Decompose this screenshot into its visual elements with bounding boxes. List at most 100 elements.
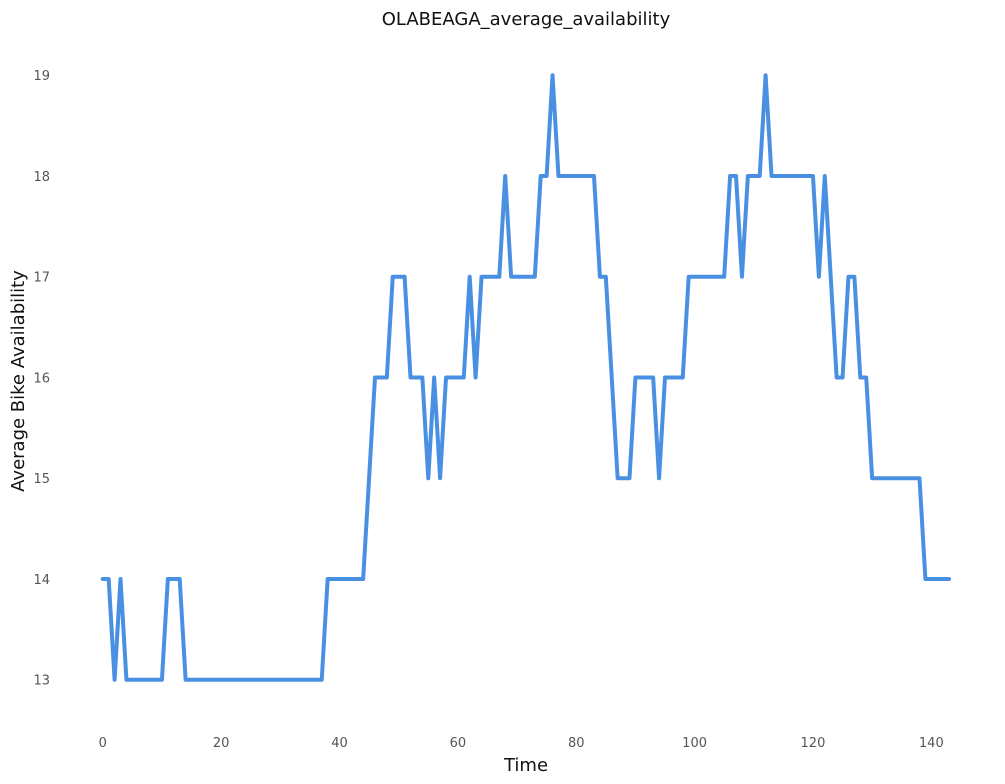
data-point xyxy=(190,679,193,681)
data-point xyxy=(433,376,435,379)
y-tick-label: 16 xyxy=(33,371,50,386)
data-point xyxy=(540,175,542,177)
data-point xyxy=(717,276,719,278)
data-point xyxy=(161,679,163,681)
data-point xyxy=(291,679,293,681)
chart-title: OLABEAGA_average_availability xyxy=(382,9,671,30)
data-point xyxy=(102,578,104,580)
data-point xyxy=(895,477,897,479)
data-point xyxy=(676,376,678,379)
data-point xyxy=(889,477,891,479)
data-point xyxy=(759,175,761,177)
data-point xyxy=(918,477,921,479)
y-tick-label: 17 xyxy=(33,271,50,286)
data-point xyxy=(196,679,199,681)
data-point xyxy=(557,175,560,177)
data-point xyxy=(137,679,139,681)
data-point xyxy=(628,477,631,479)
data-point xyxy=(220,679,222,681)
data-point xyxy=(818,276,820,278)
data-point xyxy=(599,276,601,278)
data-point xyxy=(261,679,264,681)
y-axis-label: Average Bike Availability xyxy=(8,270,29,492)
y-axis-ticks: 13 14 15 16 17 18 19 xyxy=(33,69,50,689)
data-point xyxy=(646,376,648,379)
data-point xyxy=(735,175,737,177)
x-tick-label: 120 xyxy=(801,736,826,751)
data-point xyxy=(409,376,412,379)
data-point xyxy=(682,376,684,379)
data-point xyxy=(463,376,465,379)
data-point xyxy=(587,175,589,177)
data-point xyxy=(332,578,335,580)
data-point xyxy=(924,578,927,580)
y-tick-label: 14 xyxy=(33,573,50,588)
data-point xyxy=(149,679,151,681)
y-tick-label: 18 xyxy=(33,170,50,185)
y-tick-label: 15 xyxy=(33,472,50,487)
data-point xyxy=(125,679,128,681)
data-point xyxy=(480,276,483,278)
data-point xyxy=(273,679,275,681)
data-point xyxy=(593,175,595,177)
data-point xyxy=(344,578,347,580)
data-point xyxy=(830,276,832,278)
data-point xyxy=(640,376,642,379)
data-point xyxy=(214,679,216,681)
data-point xyxy=(155,679,157,681)
data-point xyxy=(705,276,708,278)
data-point xyxy=(528,276,530,278)
data-point xyxy=(315,679,317,681)
data-point xyxy=(551,74,554,76)
data-point xyxy=(581,175,583,177)
data-point xyxy=(338,578,341,580)
data-point xyxy=(853,276,855,278)
data-point xyxy=(256,679,258,681)
data-point xyxy=(569,175,571,177)
data-point xyxy=(877,477,879,479)
data-point xyxy=(279,679,281,681)
data-point xyxy=(865,376,867,379)
data-point xyxy=(427,477,429,479)
data-point xyxy=(753,175,755,177)
x-tick-label: 60 xyxy=(450,736,467,751)
data-point xyxy=(285,679,287,681)
data-point xyxy=(403,276,406,278)
data-point xyxy=(398,276,400,278)
data-point xyxy=(936,578,938,580)
data-point xyxy=(451,376,453,379)
y-tick-label: 19 xyxy=(33,69,50,84)
data-point xyxy=(611,376,613,379)
data-point xyxy=(824,175,826,177)
data-point xyxy=(504,175,506,177)
data-point xyxy=(711,276,713,278)
data-point xyxy=(617,477,619,479)
x-tick-label: 80 xyxy=(568,736,585,751)
data-point xyxy=(232,679,234,681)
data-point xyxy=(457,376,459,379)
data-point xyxy=(202,679,204,681)
data-point xyxy=(847,276,850,278)
data-point xyxy=(670,376,672,379)
data-point xyxy=(836,376,838,379)
x-tick-label: 0 xyxy=(99,736,107,751)
data-point xyxy=(143,679,145,681)
data-point xyxy=(374,376,376,379)
data-point xyxy=(267,679,270,681)
data-point xyxy=(486,276,489,278)
data-point xyxy=(119,578,122,580)
data-point xyxy=(303,679,305,681)
data-point xyxy=(723,276,725,278)
data-point xyxy=(901,477,903,479)
data-point xyxy=(226,679,228,681)
data-point xyxy=(510,276,512,278)
data-point xyxy=(800,175,802,177)
data-point xyxy=(356,578,358,580)
data-point xyxy=(948,578,950,580)
data-point xyxy=(729,175,731,177)
data-point xyxy=(309,679,311,681)
data-point xyxy=(794,175,796,177)
data-point xyxy=(439,477,441,479)
data-point xyxy=(942,578,944,580)
